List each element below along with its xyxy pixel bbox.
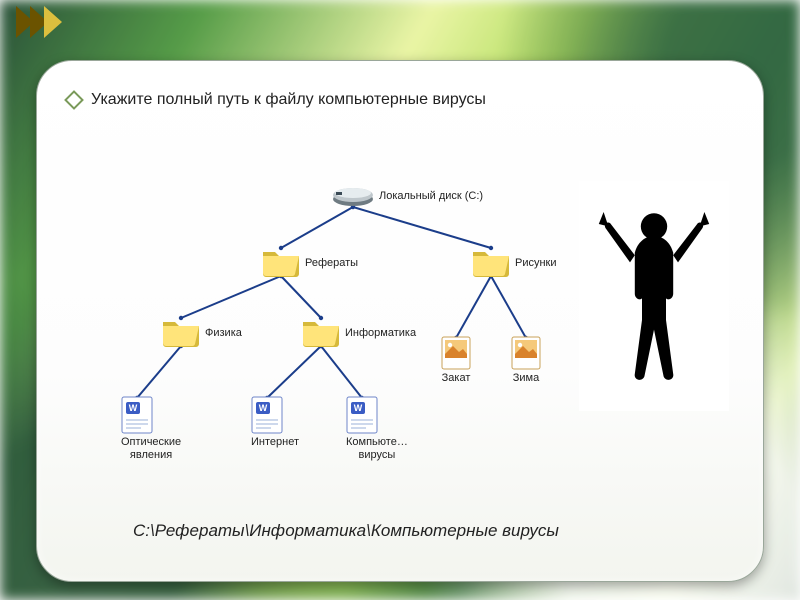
svg-text:W: W — [129, 403, 138, 413]
question-text: Укажите полный путь к файлу компьютерные… — [91, 91, 486, 109]
node-pic: Рисунки — [471, 246, 511, 278]
node-label: Компьюте… вирусы — [346, 436, 408, 461]
node-label: Рисунки — [515, 257, 557, 270]
node-opt: W Оптические явления — [121, 396, 181, 461]
bullet-icon — [64, 90, 84, 110]
node-root: Локальный диск (C:) — [331, 181, 375, 209]
node-net: W Интернет — [251, 396, 299, 449]
slide-card: Укажите полный путь к файлу компьютерные… — [36, 60, 764, 582]
silhouette-image — [579, 181, 729, 411]
svg-text:W: W — [354, 403, 363, 413]
node-info: Информатика — [301, 316, 341, 348]
answer-text: С:\Рефераты\Информатика\Компьютерные вир… — [133, 521, 559, 541]
file-tree-diagram: Локальный диск (C:) Рефераты Рисунки Физ… — [101, 171, 581, 461]
node-ref: Рефераты — [261, 246, 301, 278]
node-label: Зима — [511, 372, 541, 385]
node-label: Информатика — [345, 327, 416, 340]
decorative-arrows — [16, 6, 58, 43]
node-label: Оптические явления — [121, 436, 181, 461]
node-phys: Физика — [161, 316, 201, 348]
person-silhouette-icon — [594, 196, 714, 396]
tree-nodes: Локальный диск (C:) Рефераты Рисунки Физ… — [101, 171, 581, 461]
svg-text:W: W — [259, 403, 268, 413]
node-sunset: Закат — [441, 336, 471, 385]
node-winter: Зима — [511, 336, 541, 385]
node-label: Рефераты — [305, 257, 358, 270]
node-label: Интернет — [251, 436, 299, 449]
node-label: Закат — [441, 372, 471, 385]
node-vir: W Компьюте… вирусы — [346, 396, 408, 461]
node-label: Физика — [205, 327, 242, 340]
node-label: Локальный диск (C:) — [379, 190, 483, 203]
